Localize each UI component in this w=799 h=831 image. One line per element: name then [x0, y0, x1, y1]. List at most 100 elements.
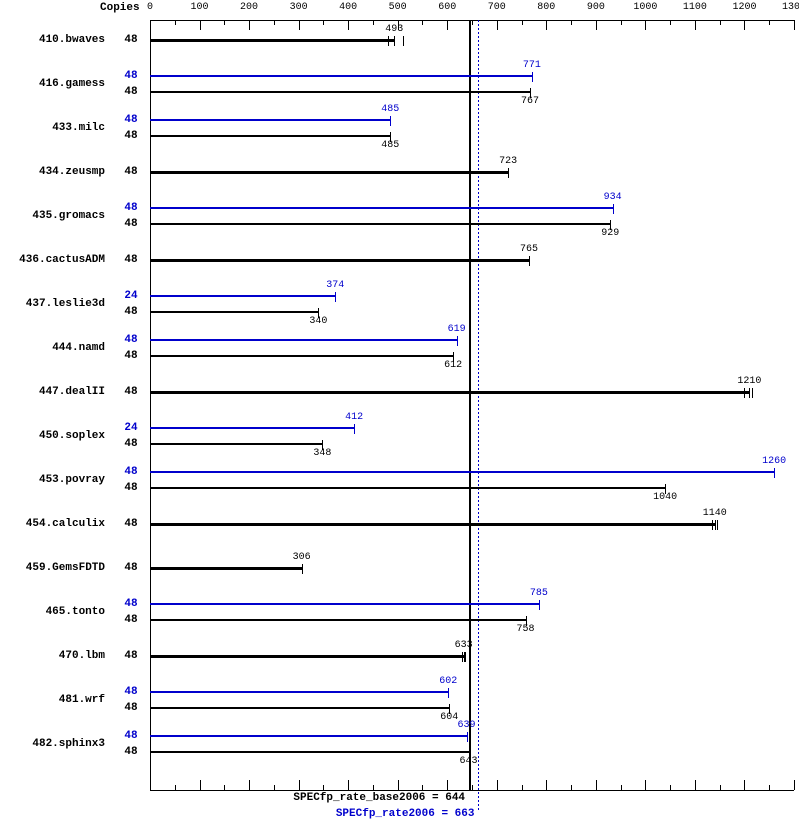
value-label: 602: [439, 676, 457, 687]
value-label: 374: [326, 280, 344, 291]
benchmark-label: 447.dealII: [5, 386, 105, 398]
whisker: [715, 520, 716, 530]
bar: [150, 443, 322, 445]
bar: [150, 207, 613, 209]
tick: [720, 785, 721, 790]
tick: [695, 780, 696, 790]
tick: [744, 780, 745, 790]
copies-value: 24: [118, 422, 144, 434]
value-label: 1210: [737, 376, 761, 387]
value-label: 604: [440, 712, 458, 723]
bar: [150, 223, 610, 225]
value-label: 785: [530, 588, 548, 599]
benchmark-label: 410.bwaves: [5, 34, 105, 46]
bar: [150, 523, 715, 526]
tick: [224, 20, 225, 25]
tick: [744, 20, 745, 30]
bar: [150, 691, 448, 693]
benchmark-label: 444.namd: [5, 342, 105, 354]
tick: [373, 785, 374, 790]
tick: [299, 20, 300, 30]
tick: [571, 20, 572, 25]
benchmark-label: 470.lbm: [5, 650, 105, 662]
bar: [150, 567, 302, 570]
tick: [621, 785, 622, 790]
benchmark-label: 465.tonto: [5, 606, 105, 618]
benchmark-label: 435.gromacs: [5, 210, 105, 222]
copies-value: 48: [118, 254, 144, 266]
bar: [150, 119, 390, 121]
bar: [150, 75, 532, 77]
benchmark-label: 416.gamess: [5, 78, 105, 90]
bar: [150, 427, 354, 429]
tick: [348, 780, 349, 790]
bar: [150, 735, 467, 737]
whisker: [752, 388, 753, 398]
tick: [720, 20, 721, 25]
whisker: [462, 652, 463, 662]
value-label: 929: [601, 228, 619, 239]
tick: [794, 20, 795, 30]
benchmark-label: 481.wrf: [5, 694, 105, 706]
tick: [398, 780, 399, 790]
bar: [150, 655, 464, 658]
tick: [200, 20, 201, 30]
value-label: 767: [521, 96, 539, 107]
tick: [546, 780, 547, 790]
tick: [323, 20, 324, 25]
tick-label: 700: [488, 2, 506, 13]
whisker: [394, 36, 395, 46]
bar: [150, 603, 539, 605]
tick: [522, 785, 523, 790]
tick-label: 1300: [782, 2, 799, 13]
value-label: 1140: [703, 508, 727, 519]
tick: [422, 20, 423, 25]
whisker: [712, 520, 713, 530]
whisker: [749, 388, 750, 398]
tick: [447, 20, 448, 30]
bar: [150, 707, 449, 709]
benchmark-label: 433.milc: [5, 122, 105, 134]
bar: [150, 295, 335, 297]
whisker: [717, 520, 718, 530]
tick: [670, 20, 671, 25]
copies-value: 48: [118, 202, 144, 214]
whisker: [457, 336, 458, 346]
copies-value: 48: [118, 466, 144, 478]
bar: [150, 311, 318, 313]
tick: [670, 785, 671, 790]
value-label: 643: [460, 756, 478, 767]
tick: [299, 780, 300, 790]
whisker: [354, 424, 355, 434]
tick: [497, 20, 498, 30]
whisker: [613, 204, 614, 214]
value-label: 1040: [653, 492, 677, 503]
tick-label: 1100: [683, 2, 707, 13]
value-label: 348: [313, 448, 331, 459]
value-label: 612: [444, 360, 462, 371]
tick: [323, 785, 324, 790]
bar: [150, 751, 469, 753]
copies-value: 48: [118, 86, 144, 98]
copies-value: 48: [118, 386, 144, 398]
tick: [596, 780, 597, 790]
benchmark-label: 482.sphinx3: [5, 738, 105, 750]
tick: [348, 20, 349, 30]
benchmark-label: 459.GemsFDTD: [5, 562, 105, 574]
bar: [150, 339, 457, 341]
tick: [571, 785, 572, 790]
tick: [200, 780, 201, 790]
tick: [249, 20, 250, 30]
value-label: 934: [604, 192, 622, 203]
tick-label: 1200: [732, 2, 756, 13]
value-label: 485: [381, 140, 399, 151]
tick: [645, 780, 646, 790]
tick-label: 1000: [633, 2, 657, 13]
whisker: [403, 36, 404, 46]
whisker: [539, 600, 540, 610]
tick: [794, 780, 795, 790]
axis-bottom: [150, 790, 794, 791]
bar: [150, 471, 774, 473]
copies-value: 48: [118, 614, 144, 626]
copies-value: 48: [118, 562, 144, 574]
